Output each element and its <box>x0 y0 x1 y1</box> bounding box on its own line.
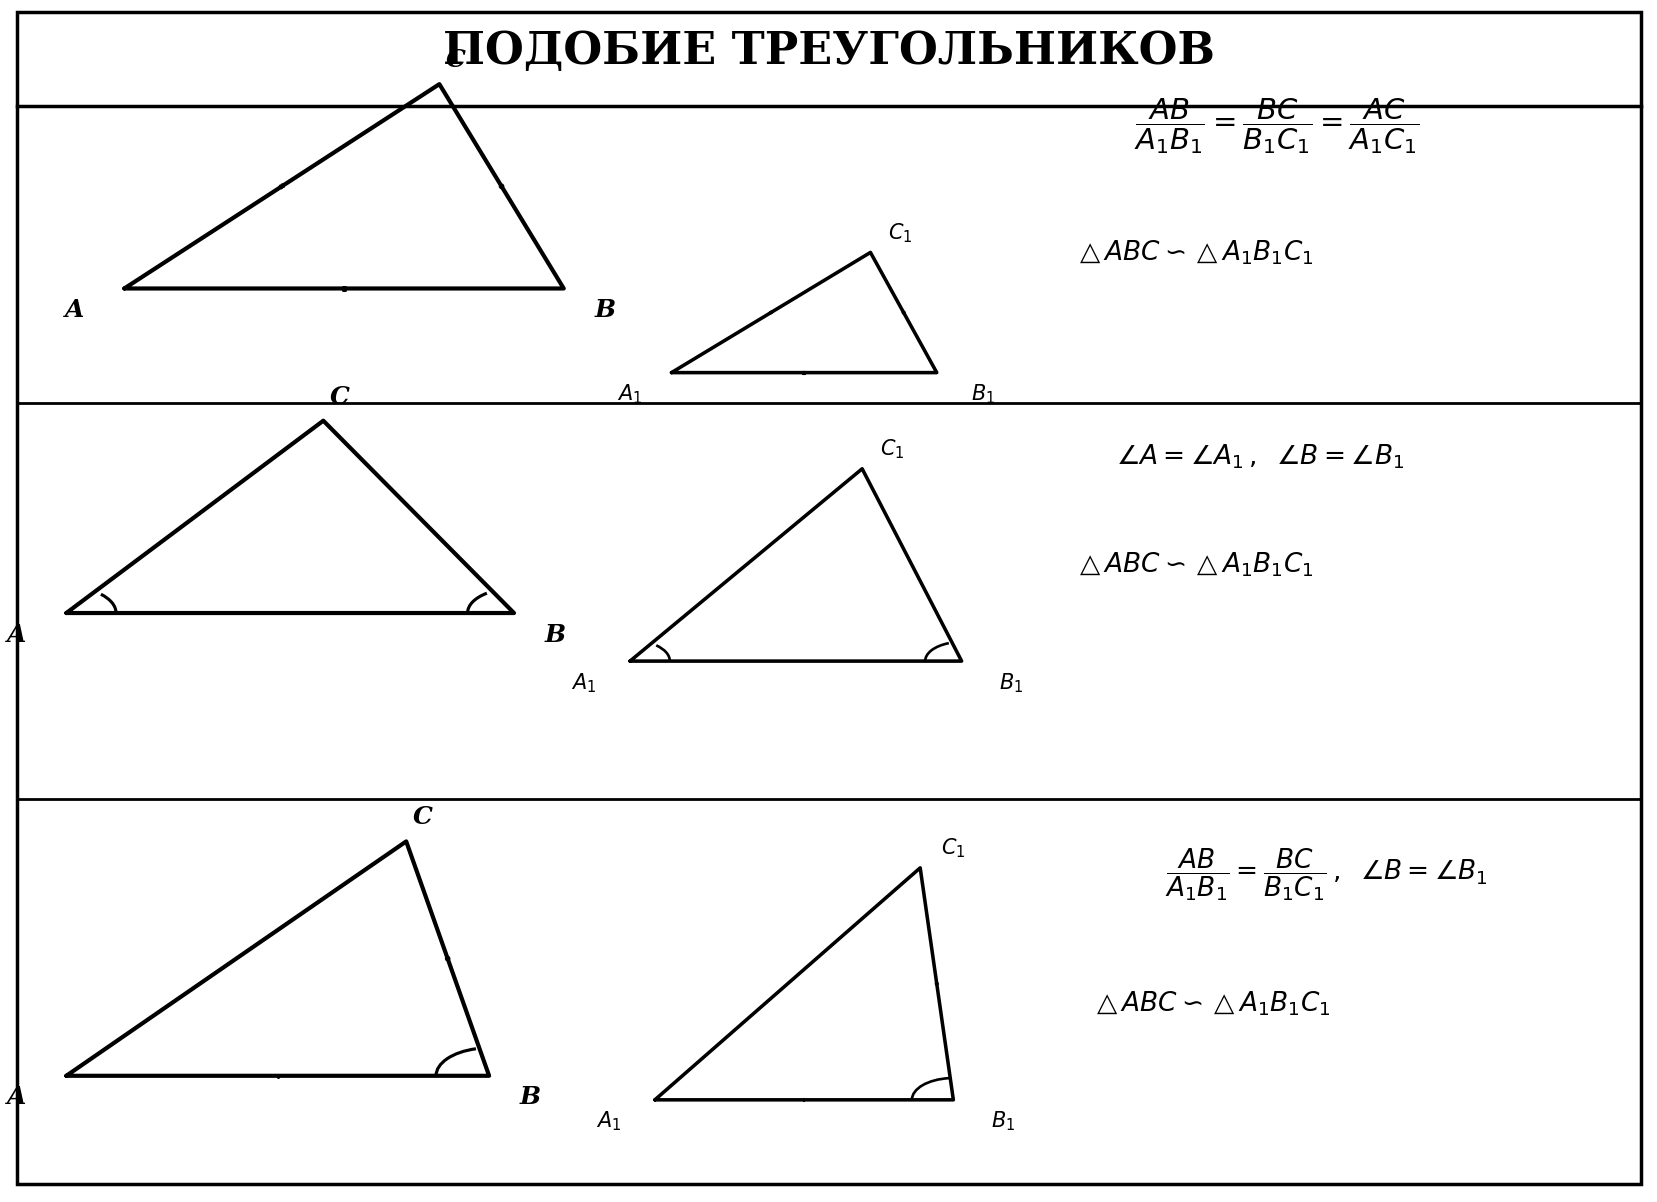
Text: $A_1$: $A_1$ <box>595 1109 621 1133</box>
Text: $B_1$: $B_1$ <box>999 671 1022 695</box>
Text: C: C <box>413 805 432 829</box>
Text: $B_1$: $B_1$ <box>971 382 994 406</box>
Text: $\dfrac{AB}{A_1B_1} = \dfrac{BC}{B_1C_1} = \dfrac{AC}{A_1C_1}$: $\dfrac{AB}{A_1B_1} = \dfrac{BC}{B_1C_1}… <box>1133 96 1418 156</box>
Text: B: B <box>545 623 565 647</box>
Text: $B_1$: $B_1$ <box>991 1109 1014 1133</box>
Text: $A_1$: $A_1$ <box>570 671 597 695</box>
Text: A: A <box>7 623 27 647</box>
Text: B: B <box>595 298 615 322</box>
Text: $\angle A = \angle A_1\,,\;\; \angle B = \angle B_1$: $\angle A = \angle A_1\,,\;\; \angle B =… <box>1115 442 1403 471</box>
Text: $\triangle ABC \backsim \triangle A_1B_1C_1$: $\triangle ABC \backsim \triangle A_1B_1… <box>1090 989 1329 1018</box>
Text: $\dfrac{AB}{A_1B_1} = \dfrac{BC}{B_1C_1}\,,\;\; \angle B = \angle B_1$: $\dfrac{AB}{A_1B_1} = \dfrac{BC}{B_1C_1}… <box>1165 846 1486 904</box>
Text: $C_1$: $C_1$ <box>888 221 911 245</box>
Text: $A_1$: $A_1$ <box>616 382 643 406</box>
Text: $\triangle ABC \backsim \triangle A_1B_1C_1$: $\triangle ABC \backsim \triangle A_1B_1… <box>1074 238 1312 267</box>
Text: $C_1$: $C_1$ <box>941 837 964 861</box>
Text: $\triangle ABC \backsim \triangle A_1B_1C_1$: $\triangle ABC \backsim \triangle A_1B_1… <box>1074 551 1312 579</box>
Text: C: C <box>330 385 350 409</box>
Text: $C_1$: $C_1$ <box>880 438 903 462</box>
Text: C: C <box>446 48 466 72</box>
Text: A: A <box>65 298 85 322</box>
Text: ПОДОБИЕ ТРЕУГОЛЬНИКОВ: ПОДОБИЕ ТРЕУГОЛЬНИКОВ <box>442 30 1215 73</box>
Text: A: A <box>7 1085 27 1109</box>
Text: B: B <box>520 1085 540 1109</box>
